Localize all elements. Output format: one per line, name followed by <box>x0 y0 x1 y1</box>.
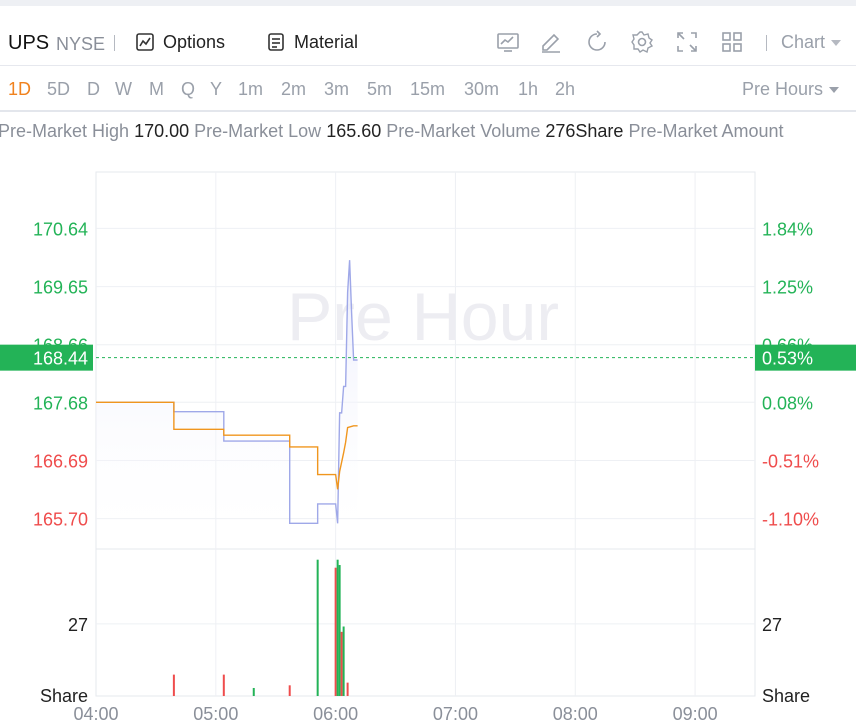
volume-bar <box>316 559 319 696</box>
volume-bar <box>336 559 339 696</box>
y-left-tick-label: 167.68 <box>33 393 88 413</box>
draw-icon[interactable] <box>539 30 563 54</box>
period-tab[interactable]: 1m <box>238 79 264 99</box>
options-button[interactable]: Options <box>135 28 225 56</box>
volume-bar <box>172 674 175 696</box>
x-tick-label: 06:00 <box>313 704 358 724</box>
period-tab[interactable]: 30m <box>464 79 500 99</box>
x-tick-label: 07:00 <box>433 704 478 724</box>
caret-down-icon <box>829 87 840 93</box>
y-left-tick-label: 170.64 <box>33 219 88 239</box>
y-right-tick-label: 0.08% <box>762 393 813 413</box>
volume-bar <box>288 685 291 696</box>
y-right-tick-label: -1.10% <box>762 510 819 530</box>
price-area <box>96 260 358 548</box>
period-tab[interactable]: D <box>87 79 100 99</box>
period-tab[interactable]: 2h <box>555 79 576 99</box>
y-right-tick-label: 1.25% <box>762 278 813 298</box>
volume-bar <box>346 682 349 696</box>
period-tab[interactable]: Y <box>210 79 223 99</box>
price-line <box>96 260 358 525</box>
settings-icon[interactable] <box>630 30 654 54</box>
x-tick-label: 08:00 <box>553 704 598 724</box>
session-label: Pre Hours <box>742 79 824 99</box>
premarket-stats: Pre-Market High 170.00 Pre-Market Low 16… <box>0 121 784 142</box>
volume-bar <box>222 674 225 696</box>
y-left-tick-label: 165.70 <box>33 510 88 530</box>
chart-screen-icon[interactable] <box>496 30 520 54</box>
period-tab[interactable]: Q <box>181 79 196 99</box>
session-select[interactable]: Pre Hours <box>742 79 840 100</box>
options-icon <box>136 33 154 51</box>
volume-bar <box>342 626 345 696</box>
layout-icon[interactable] <box>720 30 744 54</box>
price-chart[interactable]: 170.641.84%169.651.25%168.660.66%167.680… <box>0 150 856 728</box>
y-right-tick-label: -0.51% <box>762 451 819 471</box>
current-change-badge <box>755 344 856 371</box>
x-tick-label: 04:00 <box>73 704 118 724</box>
x-tick-label: 05:00 <box>193 704 238 724</box>
material-button[interactable]: Material <box>266 28 358 56</box>
volume-bar <box>338 565 341 696</box>
period-tab[interactable]: 1h <box>518 79 539 99</box>
period-tab[interactable]: W <box>115 79 132 99</box>
document-icon <box>268 33 284 51</box>
period-tab[interactable]: 2m <box>281 79 307 99</box>
fullscreen-icon[interactable] <box>675 30 699 54</box>
chart-type-label: Chart <box>781 32 826 52</box>
volume-bar <box>340 631 343 696</box>
current-change-label: 0.53% <box>762 349 813 369</box>
y-left-tick-label: 166.69 <box>33 451 88 471</box>
refresh-icon[interactable] <box>585 30 609 54</box>
period-tab[interactable]: 3m <box>324 79 350 99</box>
period-tab[interactable]: M <box>149 79 164 99</box>
stat-label: Pre-Market Low <box>194 121 322 141</box>
stat-label: Pre-Market High <box>0 121 130 141</box>
stat-value: 170.00 <box>134 121 190 141</box>
period-tab[interactable]: 5m <box>367 79 393 99</box>
volume-tick-label: 27 <box>762 615 782 635</box>
material-label: Material <box>294 31 359 52</box>
symbol-label: UPS <box>8 32 50 54</box>
caret-down-icon <box>831 40 842 46</box>
stat-label: Pre-Market Amount <box>628 121 784 141</box>
divider <box>766 35 767 51</box>
average-price-line <box>96 401 358 490</box>
divider <box>114 35 115 51</box>
options-label: Options <box>163 31 226 52</box>
volume-tick-label: 27 <box>68 615 88 635</box>
current-price-label: 168.44 <box>33 349 88 369</box>
volume-unit-label: Share <box>40 686 88 706</box>
period-tab[interactable]: 15m <box>410 79 446 99</box>
toolbar: UPS NYSE Options Material Chart <box>0 0 856 66</box>
volume-unit-label: Share <box>762 686 810 706</box>
y-left-tick-label: 169.65 <box>33 278 88 298</box>
period-tab[interactable]: 1D <box>8 79 32 99</box>
stat-value: 165.60 <box>326 121 382 141</box>
watermark-text: Pre Hour <box>287 279 559 355</box>
chart-type-select[interactable]: Chart <box>781 32 842 53</box>
exchange-label: NYSE <box>56 34 106 54</box>
period-tab[interactable]: 5D <box>47 79 71 99</box>
volume-bar <box>334 567 337 696</box>
volume-bar <box>252 687 255 696</box>
current-price-badge <box>0 344 93 371</box>
stat-value: 276Share <box>545 121 624 141</box>
x-tick-label: 09:00 <box>673 704 718 724</box>
period-tabs: 1D 5D D W M Q Y 1m 2m 3m 5m 15m 30m 1h 2… <box>0 66 856 112</box>
stat-label: Pre-Market Volume <box>386 121 541 141</box>
y-right-tick-label: 1.84% <box>762 219 813 239</box>
